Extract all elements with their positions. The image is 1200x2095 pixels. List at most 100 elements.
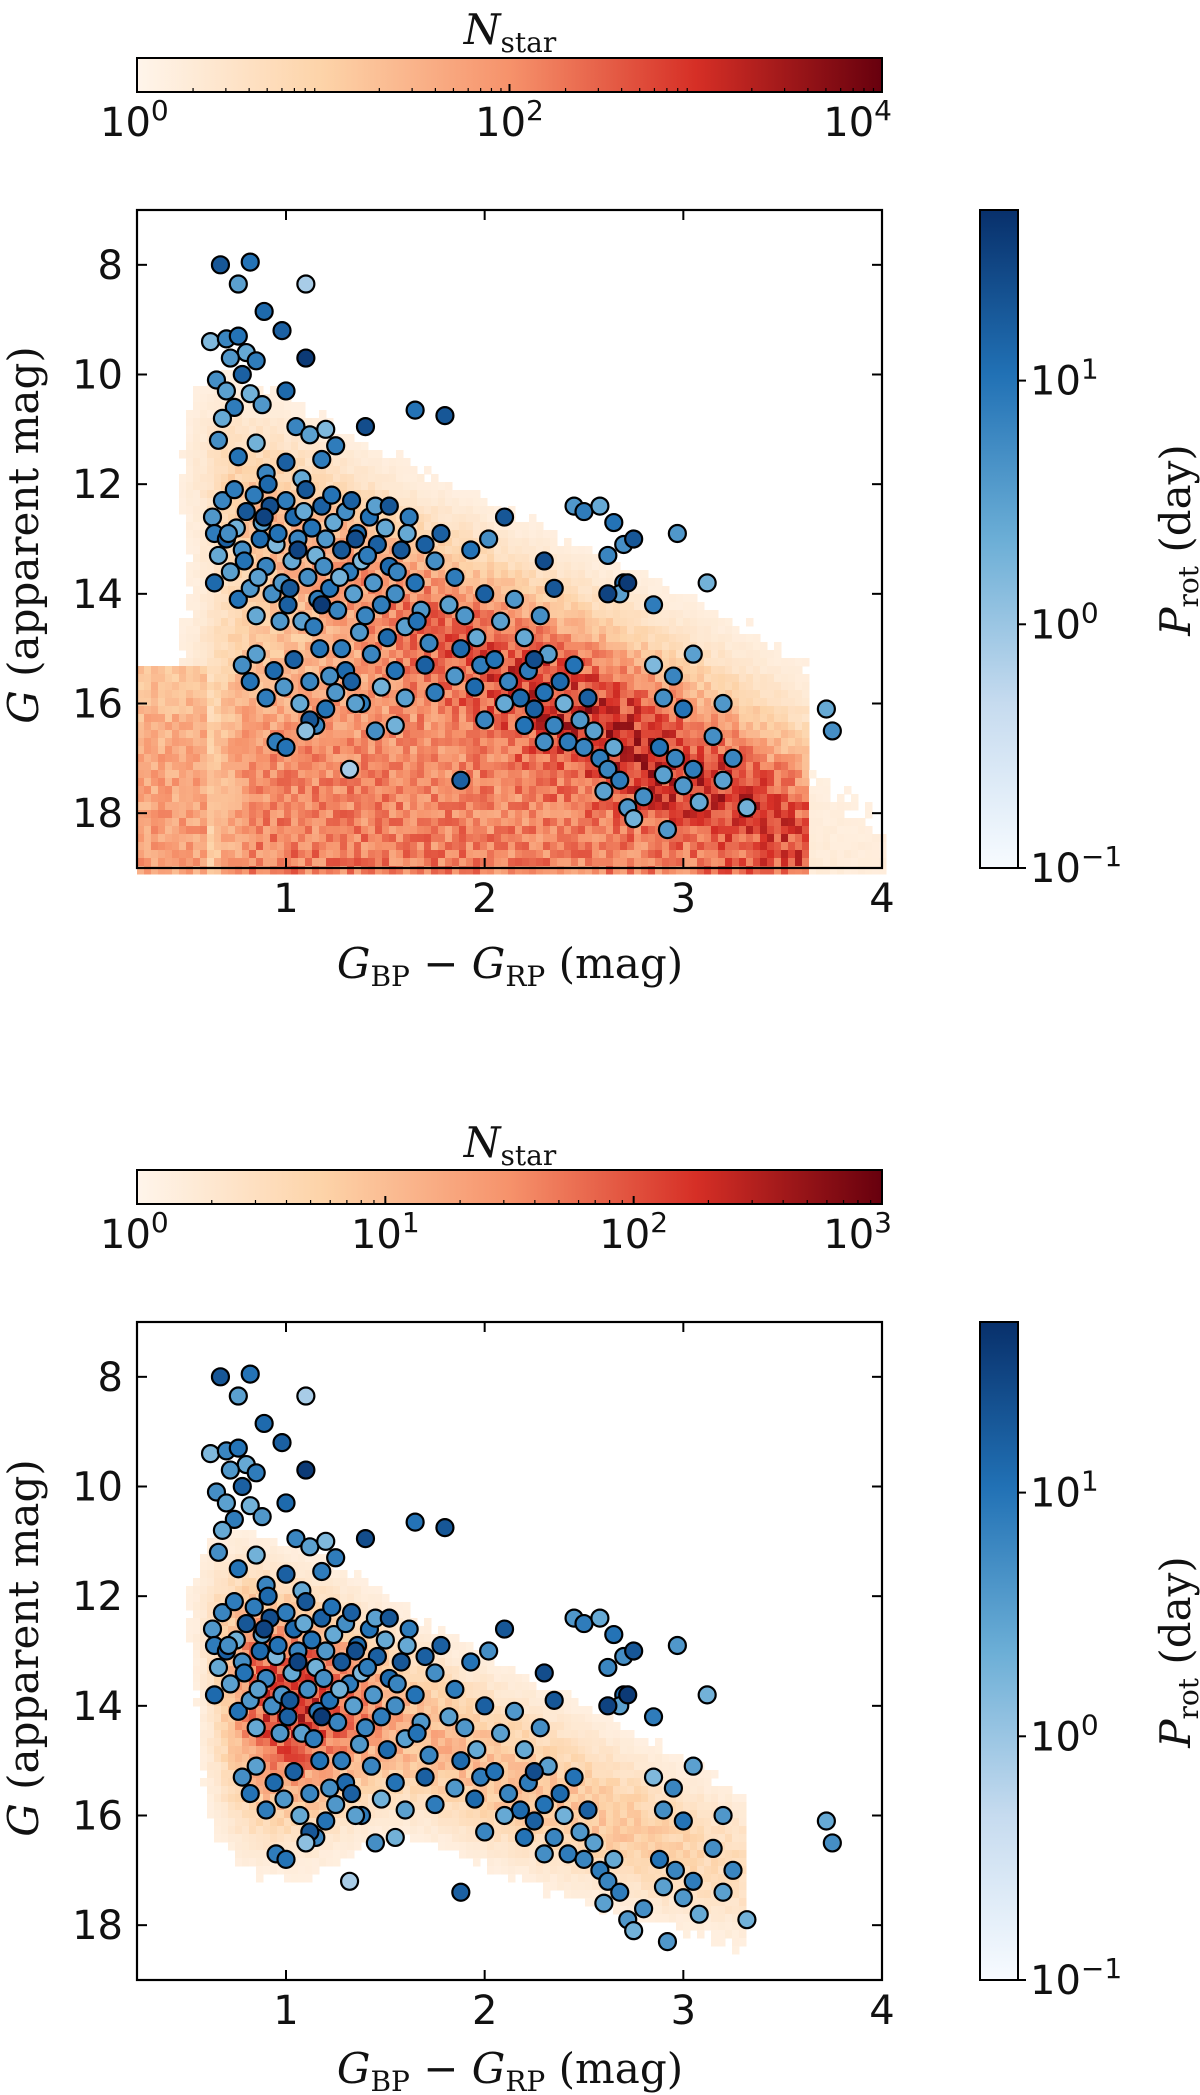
density-cell: [431, 746, 439, 755]
density-cell: [725, 834, 733, 843]
density-cell: [424, 650, 432, 659]
density-cell: [193, 458, 201, 467]
density-cell: [235, 802, 243, 811]
density-cell: [347, 754, 355, 763]
density-cell: [389, 778, 397, 787]
density-cell: [179, 778, 187, 787]
density-cell: [298, 522, 306, 531]
density-cell: [732, 794, 740, 803]
density-cell: [634, 706, 642, 715]
density-cell: [627, 594, 635, 603]
density-cell: [781, 826, 789, 835]
density-cell: [242, 426, 250, 435]
y-tick-label: 12: [72, 462, 123, 508]
density-cell: [221, 738, 229, 747]
density-cell: [648, 762, 656, 771]
density-cell: [641, 834, 649, 843]
density-cell: [543, 810, 551, 819]
density-cell: [466, 578, 474, 587]
density-cell: [592, 794, 600, 803]
density-cell: [501, 842, 509, 851]
density-cell: [214, 786, 222, 795]
density-cell: [753, 698, 761, 707]
star-point: [302, 518, 322, 538]
star-point: [330, 567, 350, 587]
density-cell: [403, 730, 411, 739]
star-point: [312, 595, 332, 615]
density-cell: [711, 666, 719, 675]
density-cell: [193, 474, 201, 483]
density-cell: [802, 722, 810, 731]
star-point: [504, 589, 525, 609]
density-cell: [221, 786, 229, 795]
density-cell: [242, 1546, 250, 1555]
density-cell: [214, 458, 222, 467]
density-cell: [753, 738, 761, 747]
density-cell: [739, 634, 747, 643]
density-cell: [515, 746, 523, 755]
density-cell: [774, 818, 782, 827]
density-cell: [151, 698, 159, 707]
density-cell: [172, 746, 180, 755]
density-cell: [753, 842, 761, 851]
density-cell: [375, 818, 383, 827]
density-cell: [158, 714, 166, 723]
density-cell: [228, 1538, 236, 1547]
density-cell: [578, 866, 586, 875]
density-cell: [620, 858, 628, 867]
star-point: [224, 480, 244, 500]
density-cell: [403, 650, 411, 659]
density-cell: [333, 786, 341, 795]
density-cell: [529, 786, 537, 795]
density-cell: [193, 826, 201, 835]
star-point: [598, 584, 618, 604]
density-cell: [424, 698, 432, 707]
density-cell: [144, 794, 152, 803]
density-cell: [235, 722, 243, 731]
density-cell: [480, 690, 488, 699]
density-cell: [200, 554, 208, 563]
density-cell: [641, 802, 649, 811]
star-point: [431, 523, 451, 544]
density-cell: [578, 730, 586, 739]
density-cell: [277, 506, 285, 515]
density-cell: [221, 402, 229, 411]
density-cell: [529, 842, 537, 851]
density-cell: [228, 642, 236, 651]
density-cell: [256, 802, 264, 811]
density-cell: [669, 594, 677, 603]
density-cell: [200, 586, 208, 595]
density-cell: [585, 546, 593, 555]
density-cell: [767, 746, 775, 755]
density-cell: [200, 1730, 208, 1739]
density-cell: [508, 770, 516, 779]
density-cell: [739, 714, 747, 723]
density-cell: [326, 594, 334, 603]
density-cell: [592, 554, 600, 563]
density-cell: [732, 666, 740, 675]
density-cell: [228, 722, 236, 731]
density-cell: [319, 466, 327, 475]
density-cell: [431, 666, 439, 675]
density-cell: [200, 570, 208, 579]
density-cell: [368, 674, 376, 683]
density-cell: [172, 818, 180, 827]
density-cell: [305, 802, 313, 811]
density-cell: [466, 498, 474, 507]
density-cell: [487, 786, 495, 795]
density-cell: [305, 650, 313, 659]
density-cell: [137, 866, 145, 875]
density-cell: [487, 866, 495, 875]
density-cell: [494, 866, 502, 875]
density-cell: [319, 522, 327, 531]
density-cell: [193, 698, 201, 707]
density-cell: [718, 818, 726, 827]
density-cell: [522, 650, 530, 659]
density-cell: [347, 746, 355, 755]
density-cell: [592, 802, 600, 811]
density-cell: [277, 642, 285, 651]
density-cell: [431, 794, 439, 803]
density-cell: [207, 682, 215, 691]
density-cell: [627, 602, 635, 611]
star-point: [455, 606, 475, 626]
